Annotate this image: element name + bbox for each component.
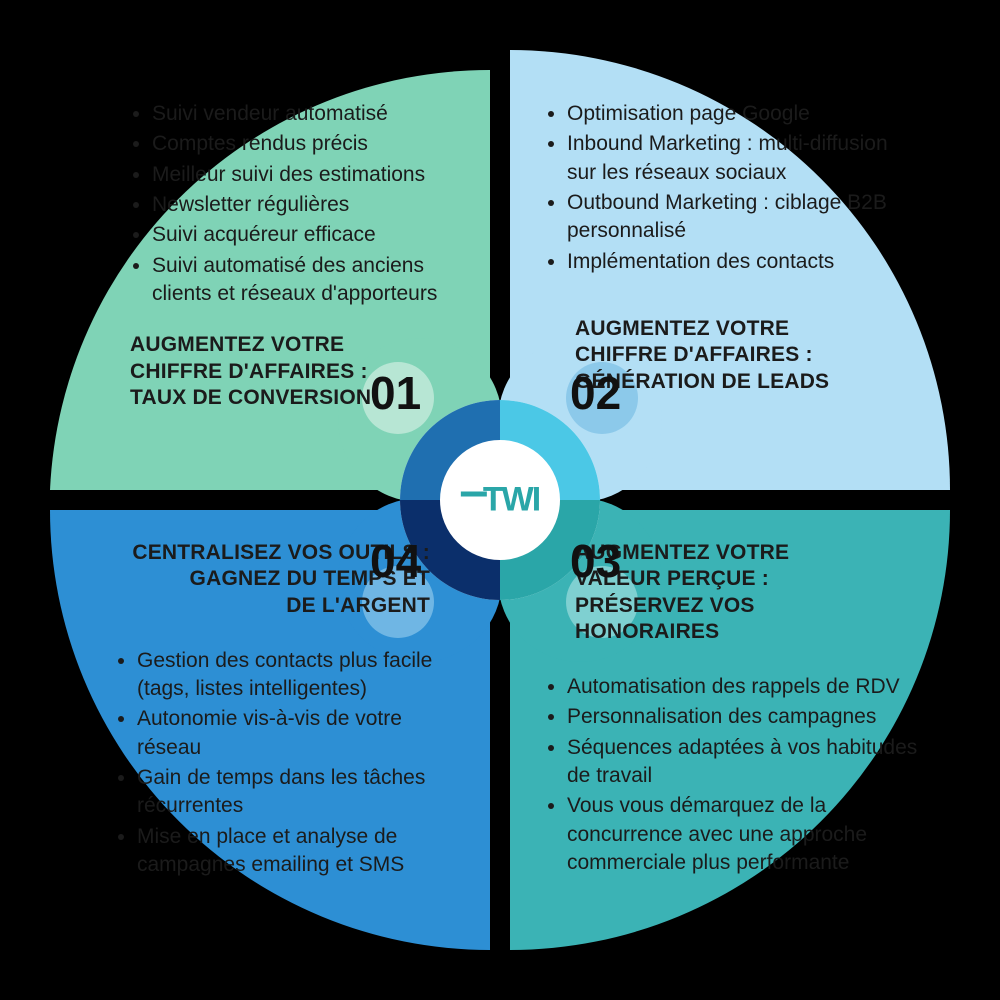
quadrant-number: 03 bbox=[570, 534, 621, 588]
bullet-list: Automatisation des rappels de RDV Person… bbox=[545, 673, 925, 877]
list-item: Personnalisation des campagnes bbox=[567, 703, 925, 731]
list-item: Suivi vendeur automatisé bbox=[152, 100, 470, 128]
list-item: Newsletter régulières bbox=[152, 191, 470, 219]
list-item: Optimisation page Google bbox=[567, 100, 905, 128]
list-item: Inbound Marketing : multi-diffusion sur … bbox=[567, 130, 905, 187]
bullet-list: Optimisation page Google Inbound Marketi… bbox=[545, 100, 905, 276]
list-item: Séquences adaptées à vos habitudes de tr… bbox=[567, 734, 925, 791]
list-item: Meilleur suivi des estimations bbox=[152, 161, 470, 189]
list-item: Suivi automatisé des anciens clients et … bbox=[152, 252, 470, 309]
list-item: Autonomie vis-à-vis de votre réseau bbox=[137, 705, 440, 762]
bullet-list: Gestion des contacts plus facile (tags, … bbox=[115, 647, 440, 880]
list-item: Gestion des contacts plus facile (tags, … bbox=[137, 647, 440, 704]
bullet-list: Suivi vendeur automatisé Comptes rendus … bbox=[130, 100, 470, 308]
quadrant-number: 04 bbox=[370, 534, 421, 588]
hub-logo: TWI bbox=[461, 481, 539, 520]
quadrant-number: 02 bbox=[570, 366, 621, 420]
list-item: Outbound Marketing : ciblage B2B personn… bbox=[567, 189, 905, 246]
quadrant-03-content: 03 AUGMENTEZ VOTREVALEUR PERÇUE :PRÉSERV… bbox=[545, 540, 925, 879]
list-item: Mise en place et analyse de campagnes em… bbox=[137, 823, 440, 880]
list-item: Automatisation des rappels de RDV bbox=[567, 673, 925, 701]
list-item: Comptes rendus précis bbox=[152, 130, 470, 158]
quadrant-title: AUGMENTEZ VOTRECHIFFRE D'AFFAIRES :GÉNÉR… bbox=[575, 316, 905, 395]
quadrant-02-content: Optimisation page Google Inbound Marketi… bbox=[545, 100, 905, 395]
quadrant-title: AUGMENTEZ VOTREVALEUR PERÇUE :PRÉSERVEZ … bbox=[575, 540, 925, 645]
quadrant-01-content: Suivi vendeur automatisé Comptes rendus … bbox=[130, 100, 470, 411]
list-item: Suivi acquéreur efficace bbox=[152, 221, 470, 249]
list-item: Vous vous démarquez de la concurrence av… bbox=[567, 792, 925, 877]
list-item: Implémentation des contacts bbox=[567, 248, 905, 276]
quadrant-number: 01 bbox=[370, 366, 421, 420]
quadrant-04-content: 04 CENTRALISEZ VOS OUTILS :GAGNEZ DU TEM… bbox=[70, 540, 440, 882]
list-item: Gain de temps dans les tâches récurrente… bbox=[137, 764, 440, 821]
